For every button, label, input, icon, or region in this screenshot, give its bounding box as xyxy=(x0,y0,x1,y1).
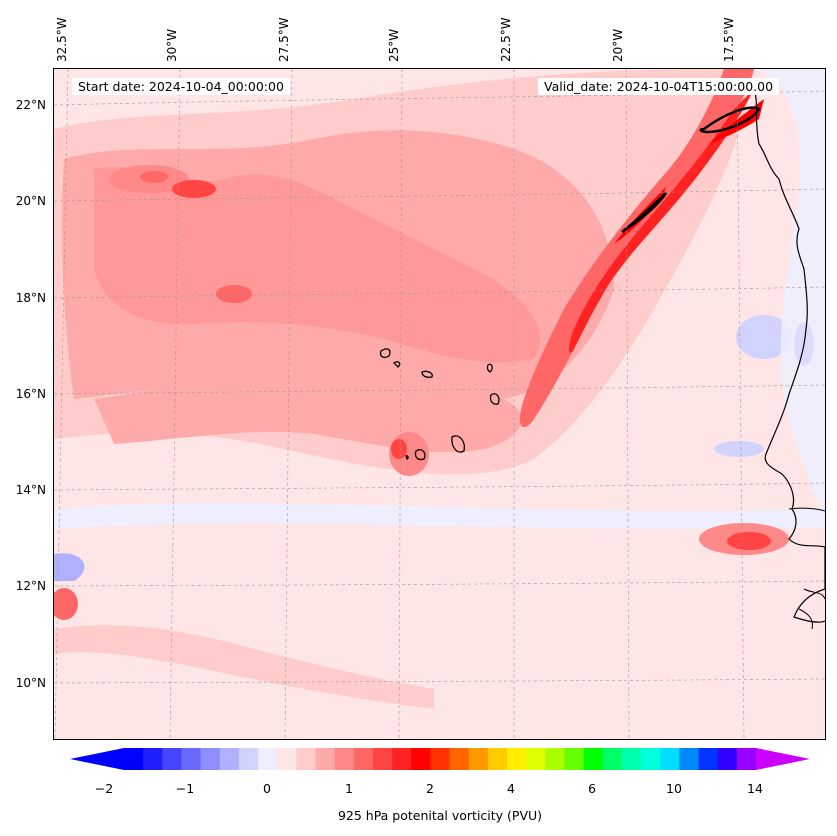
colorbar-segment xyxy=(621,748,642,770)
colorbar-tick-0: 0 xyxy=(263,781,271,796)
colorbar-segment xyxy=(219,748,240,770)
pv-field-map xyxy=(54,69,825,739)
colorbar-segment xyxy=(181,748,202,770)
colorbar-segment xyxy=(545,748,565,770)
colorbar-segment xyxy=(334,748,355,770)
colorbar-segment xyxy=(200,748,221,770)
colorbar-segment xyxy=(372,748,393,770)
colorbar-tick-4: 4 xyxy=(507,781,515,796)
colorbar-segments xyxy=(124,748,757,770)
colorbar-segment xyxy=(277,748,297,770)
colorbar-segment xyxy=(353,748,374,770)
lat-label-18n: 18°N xyxy=(15,291,46,305)
pv-negative-region-coast xyxy=(754,69,825,519)
colorbar-tick-14: 14 xyxy=(747,781,763,796)
colorbar-segment xyxy=(449,748,470,770)
coastline-gambia xyxy=(788,507,825,512)
colorbar xyxy=(70,748,810,770)
valid-date-label: Valid_date: 2024-10-04T15:00:00.00 xyxy=(538,78,780,95)
lat-label-14n: 14°N xyxy=(15,483,46,497)
coastline-africa xyxy=(753,88,825,623)
colorbar-segment xyxy=(296,748,317,770)
lon-label-30w: 30°W xyxy=(165,28,179,62)
colorbar-segment xyxy=(679,748,700,770)
lat-label-10n: 10°N xyxy=(15,676,46,690)
lat-label-16n: 16°N xyxy=(15,387,46,401)
lat-label-22n: 22°N xyxy=(15,98,46,112)
pv-patch-cape-verde-2 xyxy=(391,439,407,459)
start-date-label: Start date: 2024-10-04_00:00:00 xyxy=(72,78,290,95)
lon-label-32-5w: 32.5°W xyxy=(55,17,69,62)
colorbar-segment xyxy=(430,748,451,770)
colorbar-title: 925 hPa potenital vorticity (PVU) xyxy=(337,808,543,823)
pv-band-strong-inner xyxy=(569,89,754,353)
map-panel[interactable] xyxy=(53,68,826,740)
colorbar-segment xyxy=(698,748,719,770)
pv-negative-patch-west xyxy=(54,553,85,581)
colorbar-segment xyxy=(660,748,680,770)
colorbar-tick-6: 6 xyxy=(588,781,596,796)
colorbar-segment xyxy=(315,748,336,770)
colorbar-segment xyxy=(258,748,278,770)
colorbar-segment xyxy=(641,748,661,770)
lon-label-27-5w: 27.5°W xyxy=(277,17,291,62)
pv-band-core-north xyxy=(709,99,764,144)
pv-contour-band-3 xyxy=(94,166,541,363)
colorbar-tick-1: 1 xyxy=(345,781,353,796)
colorbar-tick-minus1: −1 xyxy=(175,781,195,796)
colorbar-segment xyxy=(564,748,585,770)
cape-verde-islands xyxy=(379,348,500,461)
colorbar-segment xyxy=(583,748,604,770)
colorbar-segment xyxy=(468,748,489,770)
pv-patch-southeast-2 xyxy=(727,532,771,550)
colorbar-tick-minus2: −2 xyxy=(94,781,114,796)
colorbar-over-arrow xyxy=(756,748,810,770)
lon-label-20w: 20°W xyxy=(611,28,625,62)
lon-label-17-5w: 17.5°W xyxy=(722,17,736,62)
lat-label-20n: 20°N xyxy=(15,194,46,208)
pv-patch-north-3 xyxy=(140,171,168,183)
colorbar-segment xyxy=(507,748,527,770)
colorbar-segment xyxy=(411,748,431,770)
pv-contour-line-north xyxy=(699,106,761,134)
pv-patch-north-2 xyxy=(172,180,216,198)
pv-patch-southwest xyxy=(54,588,78,620)
pv-contour-band-south xyxy=(54,625,434,709)
pv-contour-line-south xyxy=(621,192,668,233)
colorbar-segment xyxy=(487,748,508,770)
colorbar-under-arrow xyxy=(70,748,124,770)
colorbar-tick-10: 10 xyxy=(666,781,682,796)
colorbar-segment xyxy=(717,748,738,770)
colorbar-segment xyxy=(238,748,259,770)
colorbar-segment xyxy=(736,748,757,770)
pv-negative-patch-coast-3 xyxy=(714,441,764,457)
lon-label-25w: 25°W xyxy=(387,28,401,62)
colorbar-segment xyxy=(143,748,163,770)
lon-label-22-5w: 22.5°W xyxy=(499,17,513,62)
colorbar-segment xyxy=(602,748,623,770)
colorbar-segment xyxy=(526,748,546,770)
colorbar-segment xyxy=(392,748,412,770)
colorbar-tick-2: 2 xyxy=(426,781,434,796)
pv-patch-north-4 xyxy=(216,285,252,303)
lat-label-12n: 12°N xyxy=(15,579,46,593)
colorbar-segment xyxy=(124,748,144,770)
pv-contour-band-central xyxy=(94,369,522,453)
pv-negative-patch-coast-1 xyxy=(736,315,792,359)
pv-negative-band xyxy=(54,503,825,529)
coastline-guinea xyxy=(798,588,825,630)
colorbar-segment xyxy=(162,748,182,770)
